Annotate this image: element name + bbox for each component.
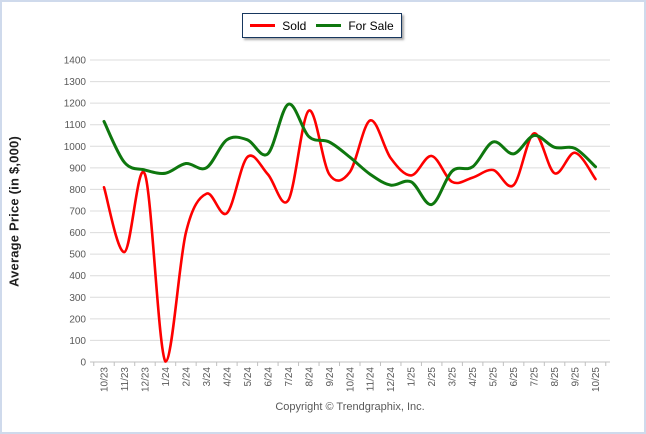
x-tick-label: 2/24 (181, 367, 192, 387)
y-tick-label: 1200 (64, 99, 87, 110)
y-tick-label: 1400 (64, 56, 87, 67)
y-tick-label: 1100 (64, 120, 86, 131)
legend-label-sold: Sold (282, 18, 307, 33)
x-tick-label: 11/23 (120, 367, 131, 392)
y-tick-label: 700 (69, 207, 86, 218)
legend-item-sold: Sold (250, 20, 306, 32)
y-tick-label: 500 (69, 250, 86, 261)
series-path-for-sale (102, 102, 598, 207)
x-tick-label: 4/25 (468, 367, 479, 387)
x-tick-label: 12/24 (386, 367, 397, 392)
for-sale-line-swatch (316, 24, 342, 27)
y-tick-label: 600 (69, 228, 86, 239)
series-path-sold (102, 109, 597, 363)
x-tick-label: 6/24 (263, 367, 274, 387)
y-tick-label: 200 (69, 314, 86, 325)
x-tick-label: 5/24 (243, 367, 254, 387)
x-tick-label: 2/25 (427, 367, 438, 387)
x-tick-label: 1/25 (407, 367, 418, 387)
y-tick-label: 900 (69, 163, 86, 174)
x-tick-label: 3/25 (448, 367, 459, 387)
x-tick-label: 12/23 (140, 367, 151, 392)
y-tick-label: 100 (69, 336, 86, 347)
x-tick-label: 4/24 (222, 367, 233, 387)
x-tick-label: 9/25 (571, 367, 582, 387)
y-tick-label: 800 (69, 185, 86, 196)
x-tick-label: 11/24 (366, 367, 377, 392)
y-tick-label: 300 (69, 293, 86, 304)
legend-label-for-sale: For Sale (348, 18, 394, 33)
x-tick-label: 8/24 (304, 367, 315, 387)
y-tick-label: 400 (69, 271, 86, 282)
x-tick-label: 6/25 (509, 367, 520, 387)
x-tick-label: 9/24 (325, 367, 336, 387)
x-tick-label: 10/24 (345, 367, 356, 392)
y-tick-label: 1300 (64, 77, 87, 88)
x-tick-label: 7/24 (284, 367, 295, 387)
legend: Sold For Sale (242, 13, 402, 38)
y-tick-label: 1000 (64, 142, 87, 153)
x-tick-label: 1/24 (161, 367, 172, 387)
x-tick-label: 5/25 (489, 367, 500, 387)
y-tick-label: 0 (80, 358, 86, 369)
legend-item-for-sale: For Sale (316, 18, 394, 33)
x-tick-label: 3/24 (202, 367, 213, 387)
x-tick-label: 8/25 (550, 367, 561, 387)
x-tick-label: 10/23 (100, 367, 111, 392)
copyright-text: Copyright © Trendgraphix, Inc. (275, 401, 425, 413)
x-tick-label: 7/25 (530, 367, 541, 387)
x-tick-label: 10/25 (591, 367, 602, 392)
sold-line-swatch (250, 24, 276, 27)
